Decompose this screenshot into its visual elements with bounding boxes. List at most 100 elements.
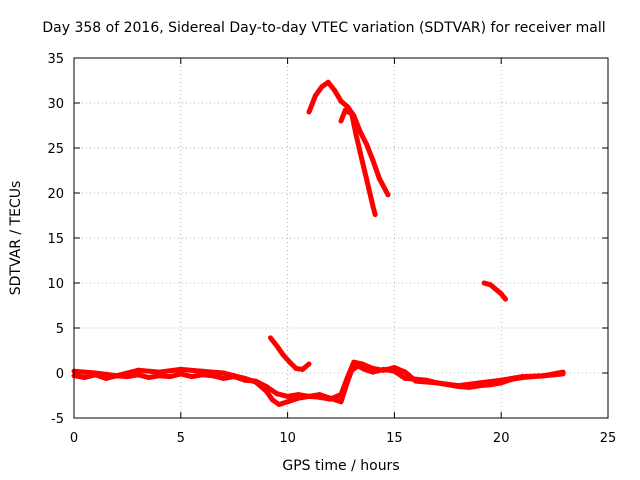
x-tick-label: 5: [177, 431, 185, 446]
data-point: [381, 367, 387, 373]
x-axis-label: GPS time / hours: [282, 458, 399, 474]
data-point: [357, 150, 363, 155]
data-point: [317, 394, 323, 400]
data-point: [391, 365, 397, 371]
grid: [74, 58, 608, 418]
data-point: [295, 395, 301, 401]
data-point: [520, 374, 526, 380]
data-point: [349, 111, 355, 117]
data-point: [285, 399, 291, 405]
data-point: [503, 296, 508, 302]
x-tick-label: 20: [493, 431, 510, 446]
data-point: [481, 280, 487, 286]
data-point: [434, 380, 440, 386]
plot-frame: [73, 57, 609, 419]
data-series: [71, 79, 566, 407]
data-point: [338, 98, 344, 104]
y-tick-label: 5: [56, 322, 64, 337]
data-point: [221, 375, 226, 381]
data-point: [385, 192, 391, 198]
data-point: [178, 371, 184, 377]
data-point: [280, 352, 286, 358]
data-point: [306, 109, 312, 115]
data-point: [199, 368, 205, 374]
data-point: [541, 373, 547, 379]
data-point: [342, 107, 348, 113]
data-point: [359, 361, 365, 367]
data-point: [178, 366, 184, 372]
data-point: [376, 176, 382, 182]
data-point: [402, 375, 408, 381]
data-point: [366, 186, 372, 191]
chart-title: Day 358 of 2016, Sidereal Day-to-day VTE…: [42, 20, 605, 36]
data-point: [263, 388, 269, 394]
data-point: [287, 359, 293, 365]
data-point: [319, 84, 325, 90]
data-point: [357, 129, 363, 135]
data-point: [362, 168, 367, 173]
data-point: [456, 383, 461, 389]
data-point: [253, 379, 259, 385]
data-point: [353, 132, 359, 137]
data-point: [498, 377, 504, 383]
data-point: [488, 282, 493, 288]
data-point: [362, 366, 367, 372]
data-point: [276, 402, 282, 407]
data-point: [370, 204, 376, 209]
y-tick-label: 20: [47, 187, 64, 202]
data-point: [300, 366, 306, 372]
data-point: [413, 378, 419, 384]
data-point: [344, 375, 350, 380]
data-point: [498, 291, 504, 297]
data-point: [560, 369, 566, 375]
data-point: [156, 369, 162, 375]
data-point: [167, 374, 173, 380]
data-point: [325, 79, 331, 85]
data-point: [312, 93, 318, 99]
data-point: [268, 335, 273, 341]
y-tick-label: -5: [51, 412, 64, 427]
y-tick-label: 25: [47, 142, 64, 157]
data-point: [338, 392, 344, 398]
x-tick-label: 10: [279, 431, 296, 446]
x-tick-label: 15: [386, 431, 403, 446]
y-tick-label: 35: [47, 52, 64, 67]
data-point: [327, 396, 333, 402]
data-point: [402, 369, 408, 375]
axis-ticks: 0 5 10 15 20 25 -5 0 5 10 15 20 25 30 35: [47, 52, 616, 446]
data-point: [370, 366, 376, 371]
data-point: [103, 375, 109, 381]
y-axis-label: SDTVAR / TECUs: [8, 181, 24, 296]
data-point: [338, 118, 344, 124]
data-point: [494, 287, 500, 293]
data-point: [242, 375, 248, 381]
data-point: [293, 366, 299, 371]
data-point: [82, 375, 88, 380]
data-point: [135, 367, 141, 373]
y-tick-label: 15: [47, 232, 64, 247]
series-line-arc-4: [306, 79, 391, 196]
data-point: [351, 359, 357, 365]
data-point: [338, 399, 344, 405]
data-point: [306, 361, 312, 367]
data-point: [274, 343, 280, 349]
y-tick-label: 0: [56, 367, 64, 382]
data-point: [114, 373, 120, 379]
data-point: [135, 372, 141, 378]
data-point: [221, 370, 226, 376]
data-point: [189, 374, 194, 380]
data-point: [306, 393, 312, 399]
data-point: [332, 87, 338, 93]
data-point: [274, 391, 280, 397]
y-tick-label: 30: [47, 97, 64, 112]
data-point: [285, 393, 291, 399]
data-point: [92, 370, 98, 376]
y-tick-label: 10: [47, 277, 64, 292]
data-point: [364, 141, 370, 147]
data-point: [370, 158, 376, 164]
series-line-arc-2: [73, 359, 564, 407]
x-tick-label: 25: [600, 431, 617, 446]
x-tick-label: 0: [70, 431, 78, 446]
data-point: [372, 212, 378, 218]
